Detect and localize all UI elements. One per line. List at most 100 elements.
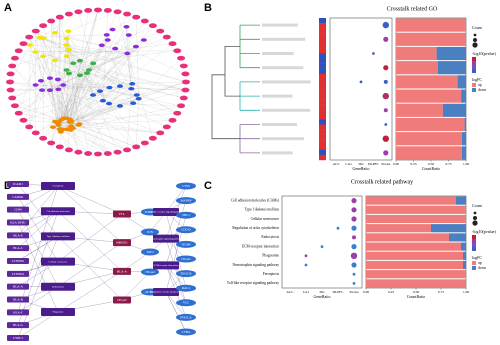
node-label: PIK3CB bbox=[181, 272, 192, 276]
dot bbox=[351, 207, 357, 213]
heat-cell bbox=[319, 114, 326, 120]
x-tick-label: 0.50 bbox=[428, 162, 434, 166]
node bbox=[55, 87, 62, 92]
node bbox=[113, 149, 122, 155]
node bbox=[179, 63, 188, 69]
panel-label: C bbox=[204, 180, 212, 192]
node bbox=[156, 28, 165, 34]
node-label: Cell adhesion molecules bbox=[46, 210, 69, 213]
bar-segment bbox=[396, 18, 466, 32]
node bbox=[14, 110, 23, 116]
node bbox=[113, 210, 131, 218]
edge bbox=[73, 63, 89, 154]
node bbox=[7, 258, 29, 264]
edge bbox=[17, 261, 59, 287]
edge bbox=[127, 53, 153, 139]
term-label-blob bbox=[262, 94, 293, 98]
node bbox=[90, 61, 97, 66]
y-tick-label: Cell adhesion molecules (CAMs) bbox=[231, 198, 280, 202]
bar-segment bbox=[366, 251, 463, 260]
node-label: TAP2 bbox=[146, 250, 154, 254]
heat-cell bbox=[319, 43, 326, 49]
node bbox=[55, 14, 64, 20]
node bbox=[176, 284, 196, 292]
x-tick-label: ACC bbox=[286, 290, 294, 294]
node-label: CTSS bbox=[182, 184, 190, 188]
node bbox=[106, 85, 113, 90]
node bbox=[56, 127, 63, 131]
x-tick-label: 1.00 bbox=[463, 290, 469, 294]
edge bbox=[49, 46, 136, 91]
node-label: ICAM1 bbox=[13, 182, 23, 186]
node bbox=[65, 47, 72, 52]
edge bbox=[63, 84, 137, 147]
node bbox=[47, 140, 56, 146]
edge bbox=[70, 63, 74, 127]
edge bbox=[58, 17, 137, 126]
term-label-blob bbox=[262, 123, 297, 126]
node bbox=[37, 78, 44, 83]
edge bbox=[9, 81, 101, 92]
network-d: ICAM1 CADM1 CD40 HLA-DPB1 HLA-E HLA-C CTNNB1 CT… bbox=[7, 181, 196, 341]
node bbox=[141, 248, 159, 256]
node bbox=[10, 103, 19, 109]
dot bbox=[382, 135, 389, 142]
edge bbox=[165, 200, 187, 266]
term-label-blob bbox=[262, 108, 311, 112]
edge bbox=[17, 211, 59, 236]
edge bbox=[49, 17, 60, 79]
edge bbox=[30, 44, 128, 54]
heat-cell bbox=[319, 104, 326, 110]
dot bbox=[372, 52, 375, 55]
node bbox=[162, 124, 171, 130]
bar-segment bbox=[396, 89, 462, 103]
node bbox=[7, 296, 29, 303]
node bbox=[39, 88, 46, 92]
node bbox=[41, 182, 75, 190]
y-tick-label: ECM-receptor interaction bbox=[242, 244, 279, 248]
bar-segment bbox=[396, 103, 443, 117]
edge bbox=[71, 81, 187, 122]
node bbox=[123, 147, 132, 153]
edge bbox=[57, 211, 123, 272]
node bbox=[125, 33, 132, 37]
heat-cell bbox=[319, 53, 326, 59]
edge bbox=[69, 86, 121, 123]
heat-cell bbox=[319, 134, 326, 140]
edge bbox=[57, 79, 79, 153]
dot bbox=[304, 263, 308, 267]
node bbox=[55, 144, 64, 150]
legend-symbol bbox=[473, 216, 477, 220]
node bbox=[153, 288, 179, 296]
edge bbox=[138, 58, 182, 99]
node bbox=[63, 68, 70, 72]
edge bbox=[63, 9, 99, 119]
edge bbox=[117, 11, 128, 54]
bar-segment bbox=[396, 117, 465, 132]
bar-segment bbox=[366, 214, 466, 224]
legend-label: down bbox=[478, 266, 486, 270]
edge bbox=[57, 236, 123, 301]
legend-symbol bbox=[473, 211, 477, 215]
node-label: ACTN4 bbox=[145, 290, 156, 294]
node bbox=[54, 77, 61, 82]
node bbox=[74, 149, 83, 155]
x-tick-label: DG bbox=[319, 290, 325, 294]
node-label: ITGA5 bbox=[117, 298, 127, 302]
node bbox=[176, 240, 196, 248]
edge bbox=[35, 83, 133, 134]
bar-segment bbox=[449, 233, 466, 242]
bar-segment bbox=[396, 61, 438, 75]
edge bbox=[66, 44, 94, 64]
node bbox=[140, 38, 147, 42]
bar-segment bbox=[431, 224, 466, 233]
node bbox=[6, 87, 15, 93]
edge bbox=[63, 118, 161, 134]
node bbox=[63, 54, 70, 59]
colorbar bbox=[472, 65, 476, 69]
dendro-branch bbox=[211, 46, 240, 140]
y-tick-label: Ferroptosis bbox=[263, 272, 280, 276]
edge bbox=[69, 89, 186, 123]
node bbox=[103, 151, 112, 156]
heat-cell bbox=[319, 119, 326, 125]
